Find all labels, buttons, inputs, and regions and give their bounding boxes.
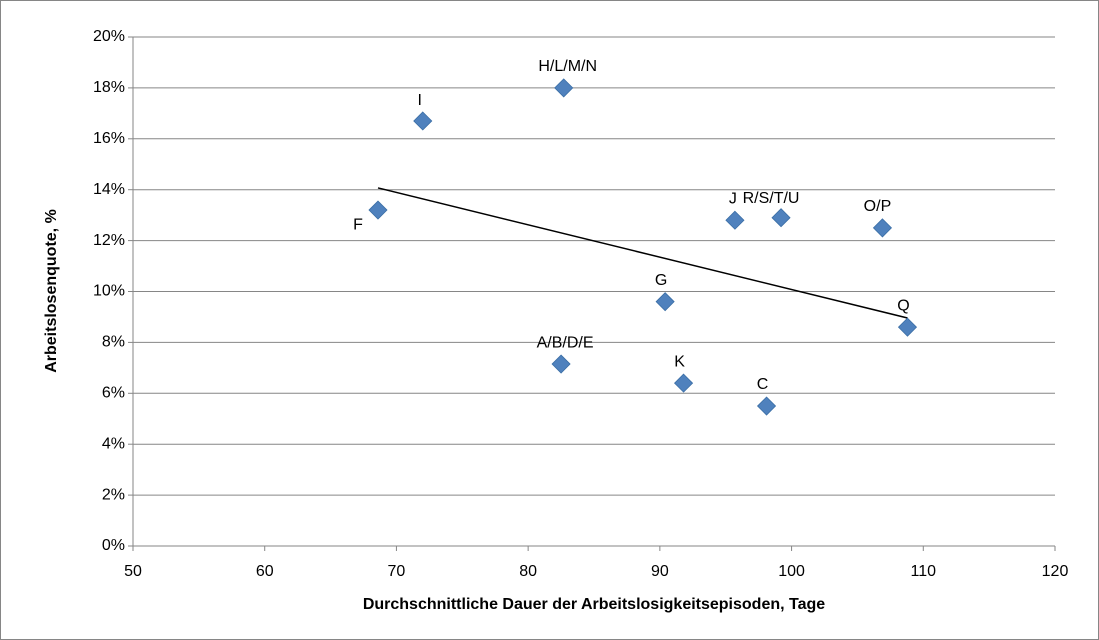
point-label: K: [674, 353, 685, 370]
point-label: A/B/D/E: [537, 334, 594, 351]
marker: [725, 210, 745, 230]
marker: [413, 111, 433, 131]
point-label: R/S/T/U: [743, 190, 800, 207]
x-tick-label: 120: [1042, 563, 1069, 580]
marker: [897, 317, 918, 337]
y-axis-title: Arbeitslosenquote, %: [43, 209, 60, 373]
marker: [674, 373, 694, 393]
y-tick-label: 16%: [93, 130, 125, 147]
marker: [771, 208, 791, 228]
y-tick-label: 2%: [102, 486, 125, 503]
x-tick-label: 60: [256, 563, 274, 580]
y-tick-label: 12%: [93, 232, 125, 249]
y-tick-label: 14%: [93, 181, 125, 198]
x-tick-label: 100: [778, 563, 805, 580]
y-tick-label: 4%: [102, 435, 125, 452]
marker: [551, 354, 571, 374]
trendline: [377, 187, 908, 319]
point-label: F: [353, 216, 363, 233]
x-tick-label: 90: [651, 563, 669, 580]
x-tick-label: 50: [124, 563, 142, 580]
x-axis-title: Durchschnittliche Dauer der Arbeitslosig…: [363, 596, 825, 613]
y-tick-label: 0%: [102, 537, 125, 554]
marker: [554, 78, 574, 98]
point-label: C: [757, 376, 769, 393]
x-tick-label: 110: [911, 563, 937, 580]
x-tick-label: 70: [388, 563, 406, 580]
y-tick-label: 10%: [93, 283, 125, 300]
y-tick-label: 18%: [93, 79, 125, 96]
point-label: G: [655, 272, 667, 289]
point-label: H/L/M/N: [538, 58, 597, 75]
y-tick-label: 8%: [102, 334, 125, 351]
point-label: I: [418, 92, 422, 109]
marker: [872, 218, 893, 238]
point-label: Q: [897, 297, 909, 314]
y-tick-label: 6%: [102, 385, 125, 402]
point-label: O/P: [864, 198, 892, 215]
x-tick-label: 80: [519, 563, 537, 580]
marker: [655, 292, 675, 312]
y-tick-label: 20%: [93, 28, 125, 45]
marker: [368, 200, 388, 220]
marker: [756, 396, 777, 416]
point-label: J: [729, 190, 737, 207]
